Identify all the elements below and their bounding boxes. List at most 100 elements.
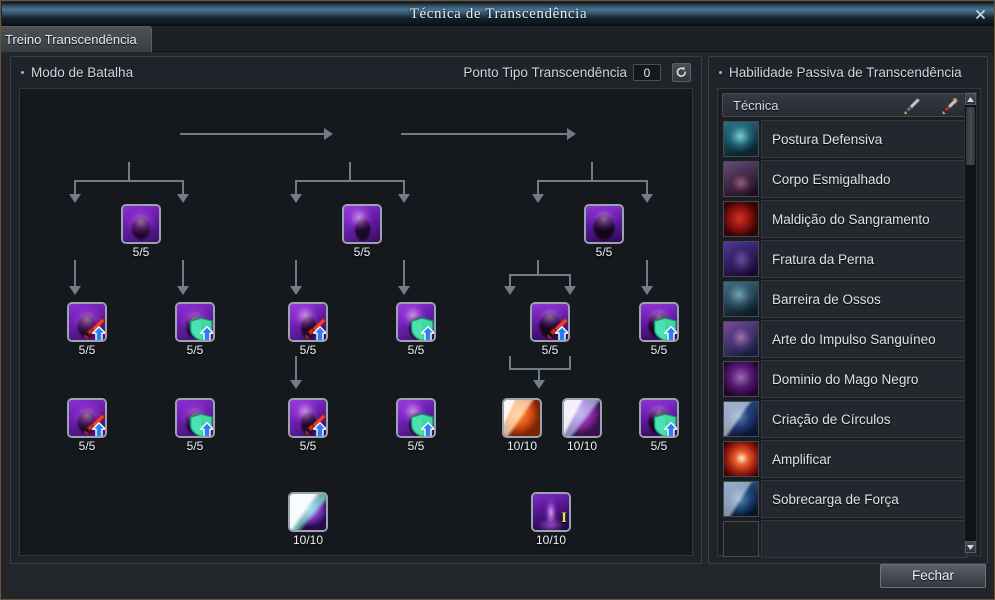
upgrade-arrow-icon <box>420 422 434 436</box>
skill-node-level: 5/5 <box>299 343 317 357</box>
skill-node[interactable]: I 10/10 <box>531 492 575 547</box>
connector-h <box>537 180 646 182</box>
skill-thumbnail <box>723 361 759 397</box>
skill-list-item[interactable]: Barreira de Ossos <box>722 279 968 319</box>
connector-v <box>509 274 511 288</box>
skill-thumbnail <box>723 161 759 197</box>
skill-node[interactable]: 5/5 <box>288 398 332 453</box>
window-body: Modo de Batalha i Ponto Tipo Transcendên… <box>2 52 994 599</box>
skill-node[interactable]: 10/10 <box>288 492 332 547</box>
connector-v <box>403 180 405 196</box>
reset-icon[interactable] <box>672 63 691 82</box>
skill-name-cell: Corpo Esmigalhado <box>761 160 968 198</box>
skill-node-icon <box>175 398 215 438</box>
skill-node-level: 5/5 <box>186 343 204 357</box>
skill-node-level: 5/5 <box>186 439 204 453</box>
skill-list-item[interactable]: Dominio do Mago Negro <box>722 359 968 399</box>
connector-v <box>569 356 571 370</box>
skill-node[interactable]: 5/5 <box>121 204 165 259</box>
skill-node[interactable]: 5/5 <box>342 204 386 259</box>
skill-node[interactable]: 5/5 <box>396 302 440 357</box>
skill-name-cell: Postura Defensiva <box>761 120 968 158</box>
skill-name: Amplificar <box>772 451 832 467</box>
skill-name-cell: Arte do Impulso Sanguíneo <box>761 320 968 358</box>
skill-list-item[interactable]: Amplificar <box>722 439 968 479</box>
upgrade-arrow-icon <box>554 326 568 340</box>
close-icon[interactable] <box>972 6 989 23</box>
skill-list-scrollbar[interactable] <box>964 92 977 554</box>
skill-node[interactable]: 5/5 <box>288 302 332 357</box>
skill-node[interactable]: 10/10 <box>502 398 546 453</box>
connector-arrow-down <box>398 286 410 295</box>
sword-plain-icon[interactable] <box>901 97 921 115</box>
skill-list-item-empty <box>722 519 968 559</box>
tab-treino-transcendencia[interactable]: Treino Transcendência <box>1 26 152 53</box>
skill-thumbnail <box>723 441 759 477</box>
scroll-up-icon[interactable] <box>965 93 976 105</box>
rank-one-marker: I <box>561 510 567 526</box>
skill-node[interactable]: 5/5 <box>530 302 574 357</box>
skill-node-art <box>290 494 326 530</box>
skill-list-item[interactable]: Fratura da Perna <box>722 239 968 279</box>
skill-list-item[interactable]: Maldição do Sangramento <box>722 199 968 239</box>
skill-node[interactable]: 5/5 <box>396 398 440 453</box>
skill-list-item[interactable]: Postura Defensiva <box>722 119 968 159</box>
sword-fire-icon[interactable] <box>939 97 959 115</box>
skill-node-icon <box>288 398 328 438</box>
connector-arrow-down <box>504 286 516 295</box>
skill-name-cell: Amplificar <box>761 440 968 478</box>
scrollbar-thumb[interactable] <box>966 107 975 165</box>
skill-node-icon: I <box>531 492 571 532</box>
connector-arrow-down <box>398 194 410 203</box>
skill-node[interactable]: 5/5 <box>67 398 111 453</box>
title-bar: Técnica de Transcendência <box>2 2 994 26</box>
sword-badge-icon <box>84 413 105 436</box>
skill-thumbnail-art <box>724 122 758 156</box>
skill-node[interactable]: 5/5 <box>67 302 111 357</box>
skill-thumbnail-art <box>724 442 758 476</box>
skill-node[interactable]: 5/5 <box>175 398 219 453</box>
skill-node[interactable]: 5/5 <box>175 302 219 357</box>
skill-node[interactable]: 10/10 <box>562 398 606 453</box>
chevron-down-icon <box>967 544 974 550</box>
skill-thumbnail <box>723 401 759 437</box>
skill-thumbnail <box>723 241 759 277</box>
skill-node-art <box>123 206 159 242</box>
skill-node-icon <box>584 204 624 244</box>
skill-thumbnail-art <box>724 202 758 236</box>
skill-node-level: 5/5 <box>78 439 96 453</box>
skill-tree-panel: Modo de Batalha i Ponto Tipo Transcendên… <box>10 56 702 564</box>
close-button[interactable]: Fechar <box>880 564 986 588</box>
skill-list-item[interactable]: Arte do Impulso Sanguíneo <box>722 319 968 359</box>
connector-v <box>591 162 593 182</box>
skill-thumbnail-art <box>724 362 758 396</box>
connector-v <box>128 162 130 182</box>
connector-v <box>74 260 76 288</box>
skill-node[interactable]: 5/5 <box>639 302 683 357</box>
skill-thumbnail-art <box>724 322 758 356</box>
skill-node-level: 5/5 <box>595 245 613 259</box>
skill-thumbnail <box>723 521 759 557</box>
skill-node-level: 5/5 <box>650 439 668 453</box>
skill-name: Fratura da Perna <box>772 251 875 267</box>
skill-node-icon <box>562 398 602 438</box>
skill-node[interactable]: 5/5 <box>584 204 628 259</box>
skill-node-art <box>344 206 380 242</box>
skill-list-item[interactable]: Criação de Círculos <box>722 399 968 439</box>
scroll-down-icon[interactable] <box>965 541 976 553</box>
skill-list-item[interactable]: Sobrecarga de Força <box>722 479 968 519</box>
connector-v <box>646 260 648 288</box>
passive-panel-title: Habilidade Passiva de Transcendência <box>719 65 962 80</box>
skill-node-art <box>564 400 600 436</box>
skill-node-icon <box>639 302 679 342</box>
connector-v <box>182 260 184 288</box>
connector-arrow-down <box>177 286 189 295</box>
skill-thumbnail-art <box>724 162 758 196</box>
connector-arrow-down <box>290 380 302 389</box>
upgrade-arrow-icon <box>91 422 105 436</box>
skill-node[interactable]: 5/5 <box>639 398 683 453</box>
skill-list-item[interactable]: Corpo Esmigalhado <box>722 159 968 199</box>
skill-name-cell: Dominio do Mago Negro <box>761 360 968 398</box>
connector-h <box>180 133 324 135</box>
connector-v <box>509 356 511 370</box>
